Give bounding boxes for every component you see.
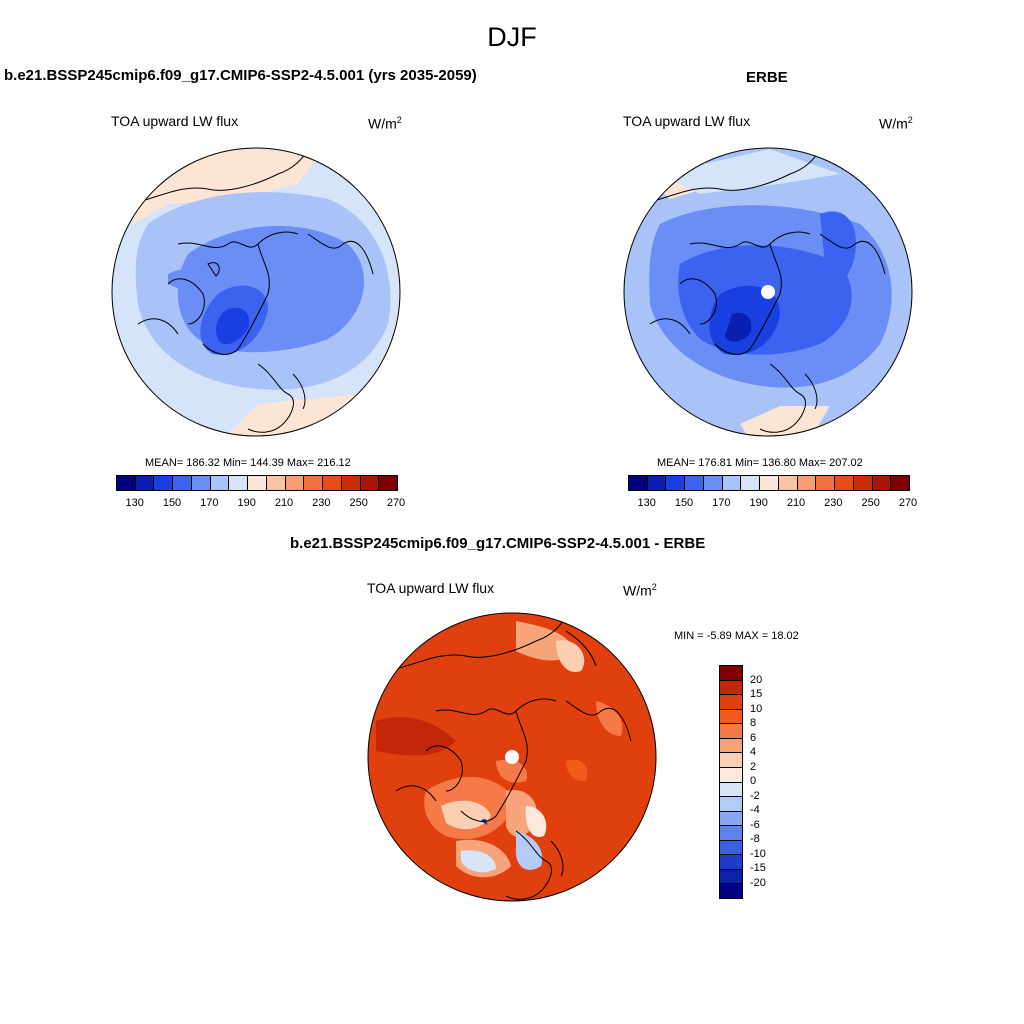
model-colorbar-swatch (248, 476, 267, 490)
diff-colorbar-label: 0 (750, 775, 757, 787)
diff-colorbar-labels: 20 15 10 8 6 4 2 0 -2 -4 -6 -8 -10 -15 -20 (750, 665, 780, 897)
diff-colorbar-label: 8 (750, 717, 757, 729)
obs-colorbar-swatch (629, 476, 648, 490)
model-colorbar-swatch (341, 476, 361, 490)
obs-colorbar-swatch (741, 476, 761, 490)
diff-stats: MIN = -5.89 MAX = 18.02 (674, 630, 799, 642)
diff-colorbar-label: -6 (750, 818, 760, 831)
obs-colorbar-swatch (872, 476, 892, 490)
obs-colorbar-swatch (853, 476, 873, 490)
diff-colorbar-swatch (720, 709, 742, 725)
diff-colorbar-label: -15 (750, 862, 766, 874)
obs-units-label: W/m2 (879, 115, 913, 132)
diff-units-label: W/m2 (623, 582, 657, 599)
diff-panel-title: b.e21.BSSP245cmip6.f09_g17.CMIP6-SSP2-4.… (290, 535, 706, 552)
model-colorbar-tick-label: 170 (200, 497, 219, 509)
obs-colorbar-swatch (666, 476, 686, 490)
diff-colorbar-label: 6 (750, 731, 757, 744)
obs-colorbar-tick-label: 270 (898, 497, 918, 509)
diff-colorbar-label: -4 (750, 804, 760, 816)
obs-panel-title: ERBE (746, 69, 788, 86)
model-colorbar-swatch (210, 476, 230, 490)
model-colorbar-swatch (173, 476, 192, 490)
obs-colorbar-swatch (797, 476, 817, 490)
model-polar-map (111, 147, 401, 437)
main-title: DJF (487, 22, 537, 52)
model-colorbar-swatch (304, 476, 324, 490)
model-colorbar-swatch (379, 476, 398, 490)
model-colorbar-tick-label: 150 (162, 497, 182, 509)
diff-polar-map (367, 612, 657, 902)
model-variable-label: TOA upward LW flux (111, 113, 239, 129)
obs-colorbar-swatch (685, 476, 704, 490)
diff-colorbar-label: 2 (750, 760, 757, 773)
obs-colorbar-swatch (891, 476, 910, 490)
diff-colorbar-swatch (720, 680, 742, 696)
obs-colorbar-tick-label: 250 (861, 497, 880, 509)
model-colorbar-ticks: 130 150 170 190 210 230 250 270 (116, 497, 405, 511)
diff-colorbar-swatch (720, 695, 742, 710)
model-colorbar-swatch (229, 476, 249, 490)
diff-colorbar-swatch (720, 869, 742, 885)
obs-colorbar-swatch (647, 476, 667, 490)
model-colorbar (116, 475, 398, 491)
obs-colorbar-tick-label: 230 (824, 497, 843, 509)
diff-colorbar-swatch (720, 797, 742, 812)
diff-colorbar-swatch (720, 811, 742, 827)
model-colorbar-swatch (191, 476, 211, 490)
diff-colorbar (719, 665, 743, 899)
diff-colorbar-label: -20 (750, 876, 766, 889)
diff-colorbar-swatch (720, 840, 742, 856)
diff-variable-label: TOA upward LW flux (367, 580, 495, 596)
obs-colorbar-swatch (703, 476, 723, 490)
obs-colorbar (628, 475, 910, 491)
obs-stats: MEAN= 176.81 Min= 136.80 Max= 207.02 (657, 457, 863, 469)
diff-colorbar-swatch (720, 884, 742, 898)
diff-colorbar-label: -8 (750, 833, 760, 845)
model-colorbar-tick-label: 130 (125, 497, 144, 509)
diff-colorbar-swatch (720, 738, 742, 754)
diff-colorbar-label: 20 (750, 673, 763, 686)
model-colorbar-swatch (117, 476, 136, 490)
obs-colorbar-swatch (835, 476, 854, 490)
diff-colorbar-label: 4 (750, 746, 757, 758)
diff-colorbar-swatch (720, 826, 742, 841)
model-colorbar-swatch (360, 476, 380, 490)
obs-colorbar-swatch (722, 476, 742, 490)
model-colorbar-swatch (154, 476, 174, 490)
obs-colorbar-tick-label: 190 (749, 497, 768, 509)
model-colorbar-swatch (285, 476, 305, 490)
model-panel-title: b.e21.BSSP245cmip6.f09_g17.CMIP6-SSP2-4.… (4, 67, 477, 84)
obs-colorbar-tick-label: 150 (674, 497, 694, 509)
obs-colorbar-swatch (760, 476, 779, 490)
diff-colorbar-swatch (720, 724, 742, 739)
model-colorbar-tick-label: 210 (274, 497, 294, 509)
model-stats: MEAN= 186.32 Min= 144.39 Max= 216.12 (145, 457, 351, 469)
obs-colorbar-swatch (778, 476, 798, 490)
diff-colorbar-swatch (720, 666, 742, 681)
model-units-label: W/m2 (368, 115, 402, 132)
diff-colorbar-label: -2 (750, 789, 760, 802)
obs-colorbar-ticks: 130 150 170 190 210 230 250 270 (628, 497, 917, 511)
obs-colorbar-swatch (816, 476, 836, 490)
obs-colorbar-tick-label: 170 (712, 497, 731, 509)
model-colorbar-swatch (266, 476, 286, 490)
model-colorbar-tick-label: 270 (386, 497, 406, 509)
obs-colorbar-tick-label: 210 (786, 497, 806, 509)
diff-colorbar-swatch (720, 767, 742, 783)
diff-colorbar-swatch (720, 855, 742, 870)
model-colorbar-tick-label: 250 (349, 497, 368, 509)
model-colorbar-tick-label: 190 (237, 497, 256, 509)
obs-colorbar-tick-label: 130 (637, 497, 656, 509)
diff-colorbar-swatch (720, 782, 742, 798)
model-colorbar-tick-label: 230 (312, 497, 331, 509)
diff-colorbar-label: 10 (750, 702, 763, 715)
diff-colorbar-label: 15 (750, 688, 763, 700)
obs-polar-map (623, 147, 913, 437)
obs-variable-label: TOA upward LW flux (623, 113, 751, 129)
diff-colorbar-label: -10 (750, 847, 766, 860)
model-colorbar-swatch (135, 476, 155, 490)
model-colorbar-swatch (323, 476, 342, 490)
diff-colorbar-swatch (720, 753, 742, 768)
